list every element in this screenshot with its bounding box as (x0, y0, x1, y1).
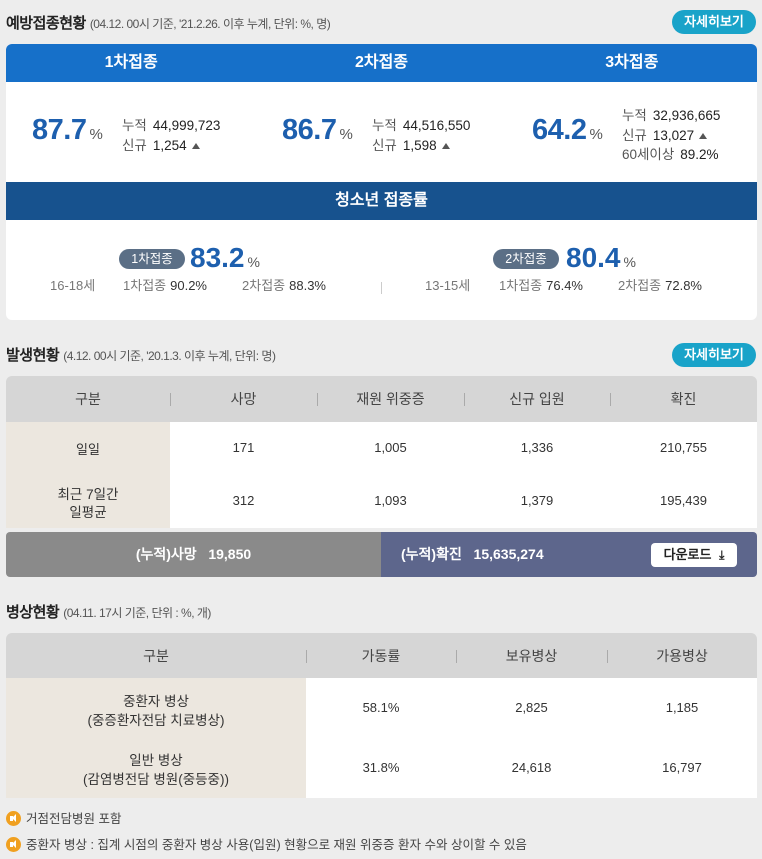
youth1-pill: 1차접종 (119, 249, 185, 269)
table-cell: 1,185 (665, 700, 699, 715)
vaccination-more-button[interactable]: 자세히보기 (672, 10, 756, 34)
table-cell: 312 (232, 493, 255, 508)
col-divider (306, 650, 307, 663)
occurrence-table-body (170, 422, 757, 528)
col-divider (464, 393, 465, 406)
col-divider (456, 650, 457, 663)
beds-subtitle: (04.11. 17시 기준, 단위 : %, 개) (63, 606, 211, 620)
table-cell: 1,379 (520, 493, 554, 508)
col-header: 신규 입원 (509, 391, 565, 407)
col-divider (170, 393, 171, 406)
col-header: 보유병상 (505, 648, 558, 664)
row-label-column (6, 422, 170, 528)
dose3-rate: 64.2% (532, 114, 603, 146)
table-cell: 210,755 (660, 440, 707, 455)
table-cell: 171 (232, 440, 255, 455)
table-cell: 2,825 (515, 700, 548, 715)
youth-age-16-18: 16-18세 (50, 278, 96, 293)
youth1-rate: 83.2% (190, 242, 260, 273)
occurrence-subtitle: (4.12. 00시 기준, '20.1.3. 이후 누계, 단위: 명) (63, 349, 276, 363)
table-row-label: 최근 7일간 (57, 487, 119, 502)
dose-header-1: 1차접종 (104, 54, 158, 71)
table-cell: 16,797 (662, 760, 702, 775)
youth2-rate: 80.4% (566, 242, 636, 273)
youth1-dose1: 1차접종 90.2% (123, 278, 207, 293)
youth-age-13-15: 13-15세 (425, 278, 471, 293)
dose1-cumulative: 누적 44,999,723 (122, 118, 221, 133)
table-cell: 195,439 (660, 493, 707, 508)
speaker-icon (6, 811, 21, 826)
table-row-label: 일반 병상 (129, 753, 183, 768)
beds-title: 병상현황 (04.11. 17시 기준, 단위 : %, 개) (6, 604, 211, 621)
dose2-cumulative: 누적 44,516,550 (372, 118, 471, 133)
dose3-new: 신규 13,027 (622, 124, 708, 144)
col-header: 구분 (143, 648, 169, 664)
dose3-cumulative: 누적 32,936,665 (622, 108, 721, 123)
col-divider (610, 393, 611, 406)
dose3-over60: 60세이상 89.2% (622, 147, 719, 162)
note-item: 거점전담병원 포함 (6, 808, 121, 827)
table-cell: 1,005 (374, 440, 407, 455)
up-triangle-icon (441, 143, 450, 149)
occurrence-table: 구분 사망 재원 위중증 신규 입원 확진 일일 171 1,005 1,336… (6, 376, 757, 528)
beds-table-body (306, 678, 757, 798)
dose2-new: 신규 1,598 (372, 134, 450, 154)
cumulative-confirmed: (누적)확진 15,635,274 다운로드 ⤓ (381, 532, 757, 577)
dose-header-3: 3차접종 (605, 54, 659, 71)
totals-bar: (누적)사망 19,850 (누적)확진 15,635,274 다운로드 ⤓ (6, 532, 757, 577)
speaker-icon (6, 837, 21, 852)
table-row-label: 일평균 (69, 505, 107, 520)
col-header: 가용병상 (656, 648, 708, 664)
col-header: 구분 (75, 391, 101, 407)
note-item: 중환자 병상 : 집계 시점의 중환자 병상 사용(입원) 현황으로 재원 위중… (6, 834, 527, 853)
table-row-label: 중환자 병상 (123, 694, 189, 709)
youth-divider (381, 282, 382, 294)
row-label-column (6, 678, 306, 798)
col-header: 가동률 (361, 648, 401, 664)
up-triangle-icon (699, 133, 708, 139)
beds-table: 구분 가동률 보유병상 가용병상 중환자 병상 (중증환자전담 치료병상) 58… (6, 633, 757, 798)
cumulative-deaths: (누적)사망 19,850 (6, 532, 381, 577)
col-header: 재원 위중증 (356, 391, 425, 407)
dose2-rate: 86.7% (282, 114, 353, 146)
up-triangle-icon (191, 143, 200, 149)
table-cell: 1,093 (374, 493, 407, 508)
table-cell: 1,336 (520, 440, 554, 455)
youth-header: 청소년 접종률 (6, 182, 757, 220)
occurrence-title: 발생현황 (4.12. 00시 기준, '20.1.3. 이후 누계, 단위: 명… (6, 347, 276, 364)
dose-header-2: 2차접종 (354, 54, 409, 71)
download-button[interactable]: 다운로드 ⤓ (651, 543, 737, 567)
table-cell: 24,618 (511, 760, 552, 775)
beds-table-header: 구분 가동률 보유병상 가용병상 (6, 633, 757, 679)
youth2-dose1: 1차접종 76.4% (499, 278, 583, 293)
vaccination-title: 예방접종현황 (04.12. 00시 기준, '21.2.26. 이후 누계, 단… (6, 15, 331, 32)
dose-header-bar: 1차접종 2차접종 3차접종 (6, 44, 757, 82)
vaccination-card: 1차접종 2차접종 3차접종 87.7% 누적 44,999,723 신규 1,25… (6, 44, 757, 320)
col-divider (317, 393, 318, 406)
col-divider (607, 650, 608, 663)
occurrence-table-header: 구분 사망 재원 위중증 신규 입원 확진 (6, 376, 757, 422)
download-icon: ⤓ (719, 548, 725, 562)
table-cell: 58.1% (362, 700, 400, 715)
table-row-label: 일일 (76, 442, 100, 457)
youth2-dose2: 2차접종 72.8% (618, 278, 702, 293)
dose1-rate: 87.7% (32, 114, 103, 146)
youth2-pill: 2차접종 (493, 249, 559, 269)
col-header: 사망 (230, 391, 257, 407)
youth1-dose2: 2차접종 88.3% (242, 278, 326, 293)
occurrence-more-button[interactable]: 자세히보기 (672, 343, 756, 367)
table-cell: 31.8% (362, 760, 400, 775)
table-row-label: (중증환자전담 치료병상) (87, 713, 225, 728)
col-header: 확진 (670, 391, 697, 407)
vaccination-subtitle: (04.12. 00시 기준, '21.2.26. 이후 누계, 단위: %, … (89, 17, 331, 31)
dose1-new: 신규 1,254 (122, 134, 200, 154)
table-row-label: (감염병전담 병원(중등중)) (83, 772, 229, 787)
